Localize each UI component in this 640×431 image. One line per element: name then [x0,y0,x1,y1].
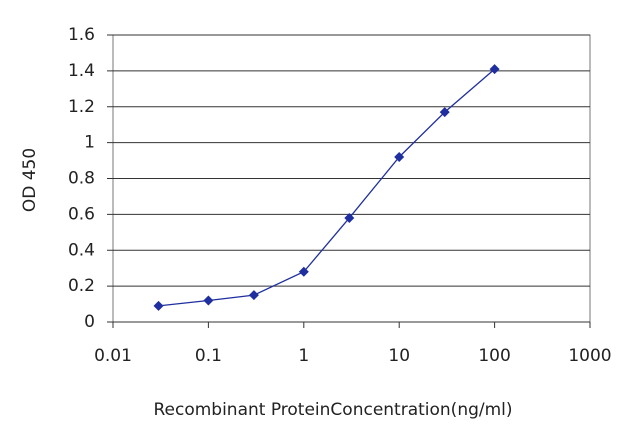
data-point [203,295,214,306]
data-point [439,107,450,118]
y-tick-label: 1 [84,133,95,153]
y-tick-label: 0 [84,312,95,332]
data-point [394,151,405,162]
data-point [153,300,164,311]
data-point [248,290,259,301]
y-tick-label: 0.8 [68,169,95,189]
x-tick-label: 100 [478,346,510,366]
y-tick-label: 1.4 [68,61,95,81]
y-tick-label: 0.2 [68,276,95,296]
y-tick-label: 1.2 [68,97,95,117]
data-point [489,64,500,75]
x-axis-label: Recombinant ProteinConcentration(ng/ml) [153,400,512,420]
x-tick-label: 1 [298,346,309,366]
data-point [344,212,355,223]
x-tick-label: 1000 [568,346,611,366]
x-tick-label: 0.1 [195,346,222,366]
y-tick-label: 0.6 [68,204,95,224]
data-point [298,266,309,277]
y-tick-label: 1.6 [68,25,95,45]
y-tick-label: 0.4 [68,240,95,260]
x-tick-label: 10 [388,346,410,366]
data-line [158,68,496,307]
y-axis-label: OD 450 [20,148,40,212]
x-tick-label: 0.01 [94,346,132,366]
